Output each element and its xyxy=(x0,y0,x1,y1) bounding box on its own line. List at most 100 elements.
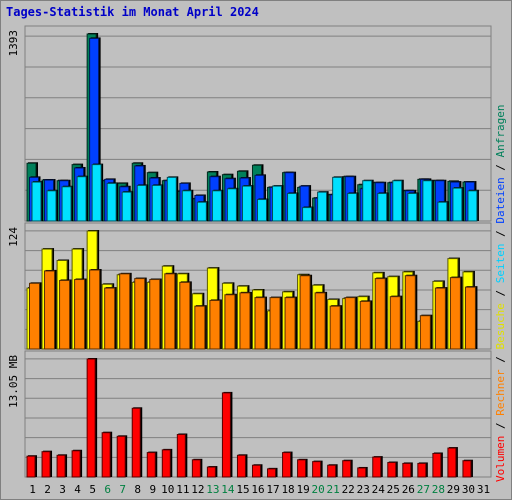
bar-volumen xyxy=(327,464,337,478)
bar-rechner xyxy=(299,275,311,350)
bar-rechner xyxy=(329,305,341,350)
bar-volumen xyxy=(86,358,96,478)
bar-rechner xyxy=(59,279,71,350)
x-tick-label: 19 xyxy=(296,483,309,496)
bar-seiten xyxy=(106,182,117,222)
bar-rechner xyxy=(434,287,446,350)
x-tick-label: 31 xyxy=(477,483,490,496)
legend-entry-seiten: Seiten xyxy=(494,244,507,284)
x-tick-label: 26 xyxy=(402,483,415,496)
bar-rechner xyxy=(209,299,221,350)
x-tick-label: 11 xyxy=(176,483,189,496)
bar-rechner xyxy=(29,282,40,350)
x-tick-label: 1 xyxy=(29,483,36,496)
bar-volumen xyxy=(372,456,382,478)
legend: Volumen / Rechner / Besuche / Seiten / D… xyxy=(494,104,507,482)
bar-seiten xyxy=(437,201,448,222)
bar-rechner xyxy=(344,297,356,350)
chart-title: Tages-Statistik im Monat April 2024 xyxy=(6,5,259,19)
x-tick-label: 15 xyxy=(236,483,249,496)
x-tick-label: 23 xyxy=(357,483,370,496)
x-tick-label: 13 xyxy=(206,483,219,496)
x-tick-label: 9 xyxy=(149,483,156,496)
bar-rechner xyxy=(149,279,161,350)
bar-rechner xyxy=(374,278,386,350)
legend-entry-volumen: Volumen xyxy=(494,436,507,482)
bar-volumen xyxy=(432,452,442,478)
legend-separator: / xyxy=(494,157,507,177)
bar-rechner xyxy=(119,273,131,350)
bar-seiten xyxy=(272,185,283,222)
bar-volumen xyxy=(387,462,397,478)
bar-volumen xyxy=(282,452,292,478)
legend-entry-anfragen: Anfragen xyxy=(494,104,507,157)
bar-rechner xyxy=(164,273,176,350)
bar-seiten xyxy=(181,190,192,222)
bar-seiten xyxy=(317,191,328,222)
bar-volumen xyxy=(161,449,171,478)
bar-seiten xyxy=(211,190,222,222)
bar-volumen xyxy=(342,460,352,478)
x-tick-label: 3 xyxy=(59,483,66,496)
x-tick-label: 18 xyxy=(281,483,294,496)
bar-rechner xyxy=(254,297,266,350)
x-tick-label: 4 xyxy=(74,483,81,496)
bar-rechner xyxy=(179,281,191,350)
bar-rechner xyxy=(44,270,56,350)
bar-seiten xyxy=(287,192,298,222)
bar-seiten xyxy=(61,186,72,222)
bar-rechner xyxy=(89,269,101,350)
bar-volumen xyxy=(71,450,81,478)
bar-seiten xyxy=(347,192,358,222)
bar-rechner xyxy=(464,286,476,350)
legend-separator: / xyxy=(494,350,507,370)
bar-volumen xyxy=(312,461,322,478)
bar-seiten xyxy=(76,176,87,222)
bar-volumen xyxy=(176,434,186,478)
bar-volumen xyxy=(101,432,111,478)
legend-separator: / xyxy=(494,416,507,436)
legend-entry-rechner: Rechner xyxy=(494,369,507,416)
bar-volumen xyxy=(56,454,66,478)
x-tick-label: 27 xyxy=(417,483,430,496)
bar-rechner xyxy=(269,297,281,350)
panel-volume-scale-label: 13.05 MB xyxy=(7,355,20,408)
bar-rechner xyxy=(194,305,206,350)
x-tick-label: 8 xyxy=(134,483,141,496)
legend-entry-dateien: Dateien xyxy=(494,177,507,223)
x-tick-label: 12 xyxy=(191,483,204,496)
bar-rechner xyxy=(359,300,371,350)
bar-seiten xyxy=(256,199,267,222)
bar-seiten xyxy=(392,180,403,222)
bar-rechner xyxy=(419,315,431,350)
bar-volumen xyxy=(146,452,156,478)
x-tick-label: 16 xyxy=(251,483,264,496)
x-tick-label: 21 xyxy=(327,483,340,496)
x-tick-label: 17 xyxy=(266,483,279,496)
bar-volumen xyxy=(267,468,277,478)
x-tick-label: 25 xyxy=(387,483,400,496)
bar-seiten xyxy=(121,191,132,222)
panel-requests-scale-label: 1393 xyxy=(7,30,20,57)
bar-rechner xyxy=(314,292,326,350)
bar-volumen xyxy=(462,460,472,478)
x-tick-label: 29 xyxy=(447,483,460,496)
bar-volumen xyxy=(221,392,231,478)
bar-rechner xyxy=(449,277,461,350)
bar-volumen xyxy=(357,467,367,478)
x-tick-label: 2 xyxy=(44,483,51,496)
bar-volumen xyxy=(447,447,457,478)
x-tick-label: 14 xyxy=(221,483,235,496)
x-tick-label: 6 xyxy=(104,483,111,496)
bar-volumen xyxy=(402,462,412,478)
bar-seiten xyxy=(332,176,343,222)
bar-seiten xyxy=(407,192,418,222)
bar-volumen xyxy=(251,464,261,478)
x-tick-label: 10 xyxy=(161,483,174,496)
bar-rechner xyxy=(389,296,401,350)
x-tick-label: 24 xyxy=(372,483,386,496)
bar-seiten xyxy=(422,180,433,222)
bar-seiten xyxy=(31,181,42,222)
